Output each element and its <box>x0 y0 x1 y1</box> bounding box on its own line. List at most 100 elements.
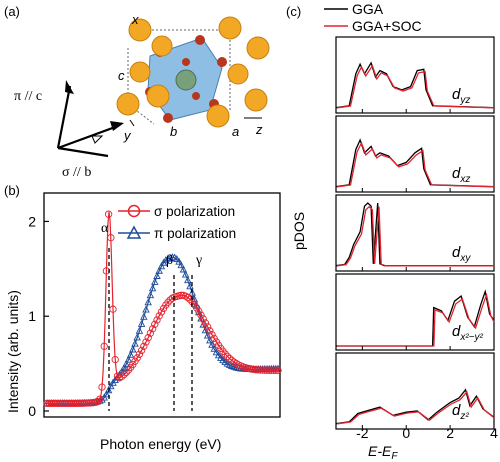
pi-series-point <box>177 261 185 269</box>
pdos-x-tick-label: 0 <box>402 425 410 441</box>
spectrum-chart: 012 α β γ σ polarization π polarization … <box>5 192 282 452</box>
sigma-series-point <box>100 342 108 350</box>
pi-series-point <box>124 355 133 363</box>
sigma-series-point <box>274 366 282 374</box>
pi-series-point <box>212 348 221 356</box>
sigma-series-point <box>107 234 115 242</box>
pi-series-point <box>102 390 111 398</box>
pi-series-point <box>120 363 128 372</box>
pi-series-point <box>122 360 130 368</box>
unit-cell: x c b y a z <box>116 12 270 143</box>
axis-label-y: y <box>123 128 132 143</box>
pi-series-point <box>199 320 207 328</box>
sigma-series-point <box>203 323 212 331</box>
sigma-series-point <box>144 334 152 342</box>
pi-series-point <box>179 265 188 273</box>
polarization-axes <box>56 80 124 158</box>
pdos-legend: GGA GGA+SOC <box>324 1 422 34</box>
pi-series-point <box>133 333 141 341</box>
pi-series-point <box>137 319 146 327</box>
pdos-panel-frame <box>335 194 495 272</box>
sigma-series-point <box>151 320 159 328</box>
axis-label-b: b <box>170 124 177 139</box>
gga-curve <box>335 388 495 425</box>
sigma-series-point <box>186 295 194 304</box>
spectrum-y-tick-label: 2 <box>28 213 36 229</box>
pi-series-point <box>131 339 139 347</box>
sigma-series-point <box>146 329 155 337</box>
sigma-series-point <box>225 354 234 363</box>
legend-sigma-marker <box>127 204 141 218</box>
orbital-label: dx²−y² <box>452 323 484 343</box>
pdos-panel-frame <box>335 352 495 430</box>
axis-label-x: x <box>131 12 139 27</box>
pdos-x-axis-label: E-EF <box>368 443 398 462</box>
orbital-label: dz² <box>452 402 469 422</box>
sigma-series-point <box>153 316 161 324</box>
crystal-structure-figure: π // c σ // b x c b y a z <box>14 12 270 180</box>
spectrum-plot-frame <box>43 192 281 418</box>
legend-pi-marker <box>126 225 142 239</box>
annotation-gamma: γ <box>195 253 202 268</box>
pdos-panel-frame <box>335 36 495 114</box>
pi-series-point <box>104 386 113 394</box>
spectrum-y-axis-label: Intensity (arb. units) <box>5 290 21 413</box>
sigma-series-point <box>177 291 185 299</box>
panel-label-c: (c) <box>286 4 302 19</box>
panel-label-b: (b) <box>4 183 20 198</box>
sigma-series-point <box>93 398 102 406</box>
legend-gga-soc-label: GGA+SOC <box>352 18 422 34</box>
sigma-series-point <box>142 338 150 346</box>
panel-label-a: (a) <box>4 4 20 19</box>
spectrum-x-axis-label: Photon energy (eV) <box>100 436 221 452</box>
gga-curve <box>336 289 495 347</box>
pi-series-point <box>126 350 135 358</box>
annotation-alpha: α <box>101 221 109 236</box>
pi-series-point <box>208 340 216 348</box>
pdos-panel: dxy <box>335 194 495 272</box>
sigma-series-point <box>124 366 133 374</box>
pi-series-point <box>146 291 155 299</box>
sigma-series-point <box>104 210 113 218</box>
sigma-series-point <box>269 366 278 374</box>
orbital-label: dxz <box>452 165 470 185</box>
pi-series-point <box>214 351 223 359</box>
axis-label-z: z <box>255 122 263 137</box>
pi-series-point <box>153 271 161 279</box>
center-atom <box>175 69 197 91</box>
sigma-series-point <box>184 293 192 302</box>
pi-series-point <box>129 345 137 353</box>
legend-sigma-label: σ polarization <box>154 204 235 219</box>
legend-gga-label: GGA <box>352 1 384 17</box>
pi-series-point <box>155 266 163 274</box>
sigma-series-point <box>109 305 117 313</box>
pi-series-point <box>166 254 174 262</box>
pi-series-point <box>98 395 106 403</box>
annotation-beta: β <box>166 253 173 268</box>
sigma-series-point <box>120 370 128 379</box>
pdos-panel-frame <box>335 115 495 193</box>
sigma-series-point <box>111 355 119 364</box>
sigma-series-point <box>199 315 207 323</box>
legend-pi-label: π polarization <box>154 226 236 241</box>
pi-series-point <box>135 326 144 334</box>
pi-series-point <box>164 254 172 262</box>
gga-soc-curve <box>337 292 495 347</box>
sigma-series-point <box>201 319 210 327</box>
orbital-label: dxy <box>452 244 471 264</box>
sigma-series-point <box>195 307 203 315</box>
sigma-series-point <box>96 395 104 403</box>
pdos-chart: GGA GGA+SOC dyz dxz dxy dx²−y² dz² -2 0 2 4 pDO… <box>291 1 498 462</box>
gga-curve <box>335 61 495 109</box>
pi-series-point <box>184 276 192 284</box>
sigma-series-point <box>148 325 157 333</box>
sigma-series-point <box>221 350 229 358</box>
orbital-label: dyz <box>452 86 470 106</box>
pi-series-point <box>173 255 181 263</box>
sigma-series-point <box>137 346 146 355</box>
sigma-series-point <box>164 298 172 306</box>
gga-curve <box>335 138 495 188</box>
pi-series-point <box>144 298 152 306</box>
pdos-panel: dyz <box>335 36 495 114</box>
sigma-polarization-label: σ // b <box>62 165 91 180</box>
